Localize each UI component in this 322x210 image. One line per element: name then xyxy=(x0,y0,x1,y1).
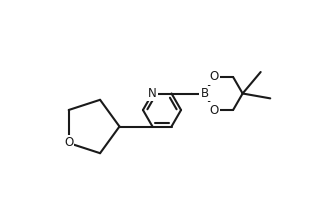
Text: O: O xyxy=(209,104,219,117)
Text: O: O xyxy=(64,136,73,150)
Text: B: B xyxy=(201,87,209,100)
Text: N: N xyxy=(148,87,157,100)
Text: O: O xyxy=(209,71,219,84)
